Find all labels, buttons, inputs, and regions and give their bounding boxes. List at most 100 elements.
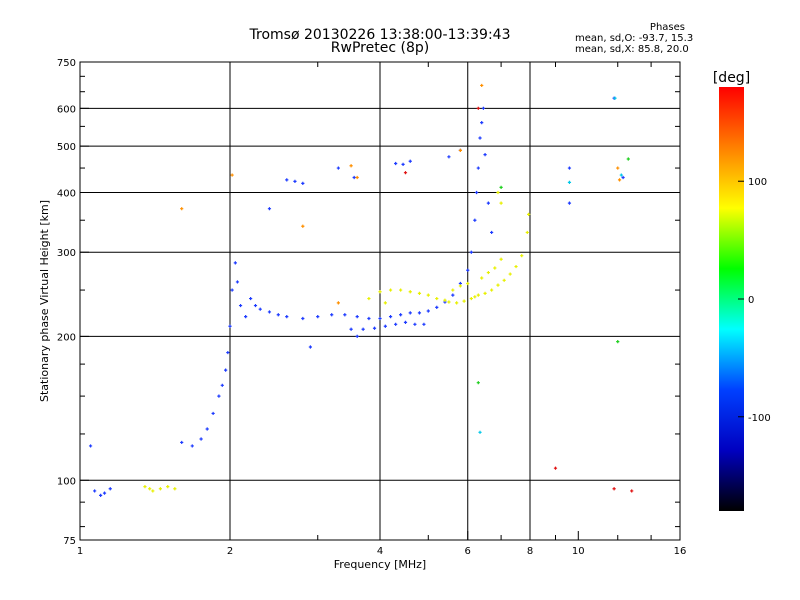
- data-point: [443, 298, 447, 302]
- data-point: [190, 444, 194, 448]
- chart-title: Tromsø 20130226 13:38:00-13:39:43: [249, 27, 511, 43]
- data-point: [180, 207, 184, 211]
- data-point: [473, 295, 477, 299]
- data-point: [233, 261, 237, 265]
- data-point: [496, 283, 500, 287]
- data-point: [480, 83, 484, 88]
- data-point: [499, 185, 503, 189]
- data-point: [514, 264, 518, 269]
- data-point: [451, 288, 455, 292]
- data-point: [228, 324, 232, 328]
- colorbar-tick-label: 0: [748, 295, 754, 306]
- y-tick-label: 400: [57, 188, 76, 199]
- data-point: [469, 296, 473, 301]
- x-tick-label: 10: [572, 546, 585, 557]
- x-tick-label: 16: [674, 546, 687, 557]
- data-point: [401, 162, 405, 166]
- data-point: [616, 340, 620, 344]
- data-point: [480, 276, 484, 280]
- data-point: [469, 250, 473, 254]
- data-point: [496, 190, 500, 195]
- colorbar-label: [deg]: [713, 70, 750, 86]
- data-point: [267, 207, 272, 211]
- y-tick-label: 750: [57, 58, 76, 69]
- data-point: [408, 159, 412, 163]
- data-point: [367, 296, 371, 301]
- data-point: [343, 313, 347, 317]
- data-point: [476, 293, 480, 297]
- data-point: [267, 310, 272, 314]
- data-point: [355, 315, 359, 319]
- data-point: [417, 291, 422, 296]
- axis-ticks: 1 2 4 6 8 10 16 75 100 200 300 400 500 600 750: [57, 58, 686, 557]
- data-point: [285, 315, 289, 319]
- data-point: [455, 301, 459, 305]
- data-point: [486, 270, 490, 275]
- data-point: [451, 293, 455, 297]
- data-point: [447, 300, 451, 304]
- data-point: [253, 303, 258, 308]
- x-axis-label: Frequency [MHz]: [334, 558, 426, 571]
- data-point: [473, 218, 477, 222]
- y-tick-label: 500: [57, 142, 76, 153]
- data-point: [399, 313, 403, 317]
- data-point: [349, 164, 353, 168]
- data-point: [388, 288, 393, 292]
- data-point: [151, 489, 155, 493]
- data-point: [426, 309, 430, 313]
- data-point: [612, 487, 616, 491]
- data-point: [143, 485, 147, 489]
- data-point: [426, 293, 430, 297]
- data-point: [276, 313, 280, 317]
- grid-lines: [80, 62, 680, 540]
- data-point: [388, 315, 393, 319]
- data-point: [466, 268, 470, 272]
- data-point: [93, 489, 97, 493]
- data-point: [499, 257, 503, 261]
- data-point: [617, 178, 622, 182]
- data-point: [249, 296, 253, 301]
- data-point: [293, 179, 297, 183]
- data-point: [301, 181, 305, 185]
- data-point: [476, 381, 480, 385]
- data-point: [166, 485, 170, 489]
- y-tick-label: 300: [57, 248, 76, 259]
- data-point: [394, 322, 398, 326]
- y-axis-label: Stationary phase Virtual Height [km]: [38, 200, 51, 402]
- data-point: [567, 166, 572, 170]
- data-point: [158, 487, 163, 491]
- data-point: [462, 299, 466, 303]
- phases-annotation-o: mean, sd,O: -93.7, 15.3: [575, 33, 694, 44]
- data-point: [435, 305, 439, 309]
- data-point: [567, 201, 572, 205]
- data-point: [422, 322, 426, 326]
- data-point: [408, 290, 412, 294]
- colorbar-tick-label: -100: [748, 413, 771, 424]
- data-point: [502, 278, 506, 282]
- data-point: [230, 173, 234, 177]
- data-point: [349, 327, 353, 331]
- data-point: [367, 316, 371, 321]
- data-point: [508, 272, 512, 276]
- data-point: [480, 121, 484, 125]
- data-points: [88, 83, 634, 497]
- data-point: [316, 315, 320, 319]
- data-point: [481, 106, 485, 110]
- data-point: [238, 303, 243, 308]
- data-point: [220, 383, 224, 387]
- data-point: [361, 327, 365, 331]
- data-point: [355, 175, 359, 180]
- data-point: [476, 166, 480, 170]
- data-point: [352, 175, 356, 180]
- data-point: [330, 313, 334, 317]
- data-point: [336, 301, 340, 305]
- data-point: [399, 288, 403, 292]
- data-point: [490, 230, 494, 235]
- data-point: [553, 466, 558, 470]
- data-point: [88, 444, 93, 448]
- data-point: [630, 489, 634, 493]
- data-point: [621, 175, 625, 180]
- data-point: [435, 296, 439, 301]
- data-point: [525, 230, 529, 235]
- phases-annotation-title: Phases: [649, 22, 685, 33]
